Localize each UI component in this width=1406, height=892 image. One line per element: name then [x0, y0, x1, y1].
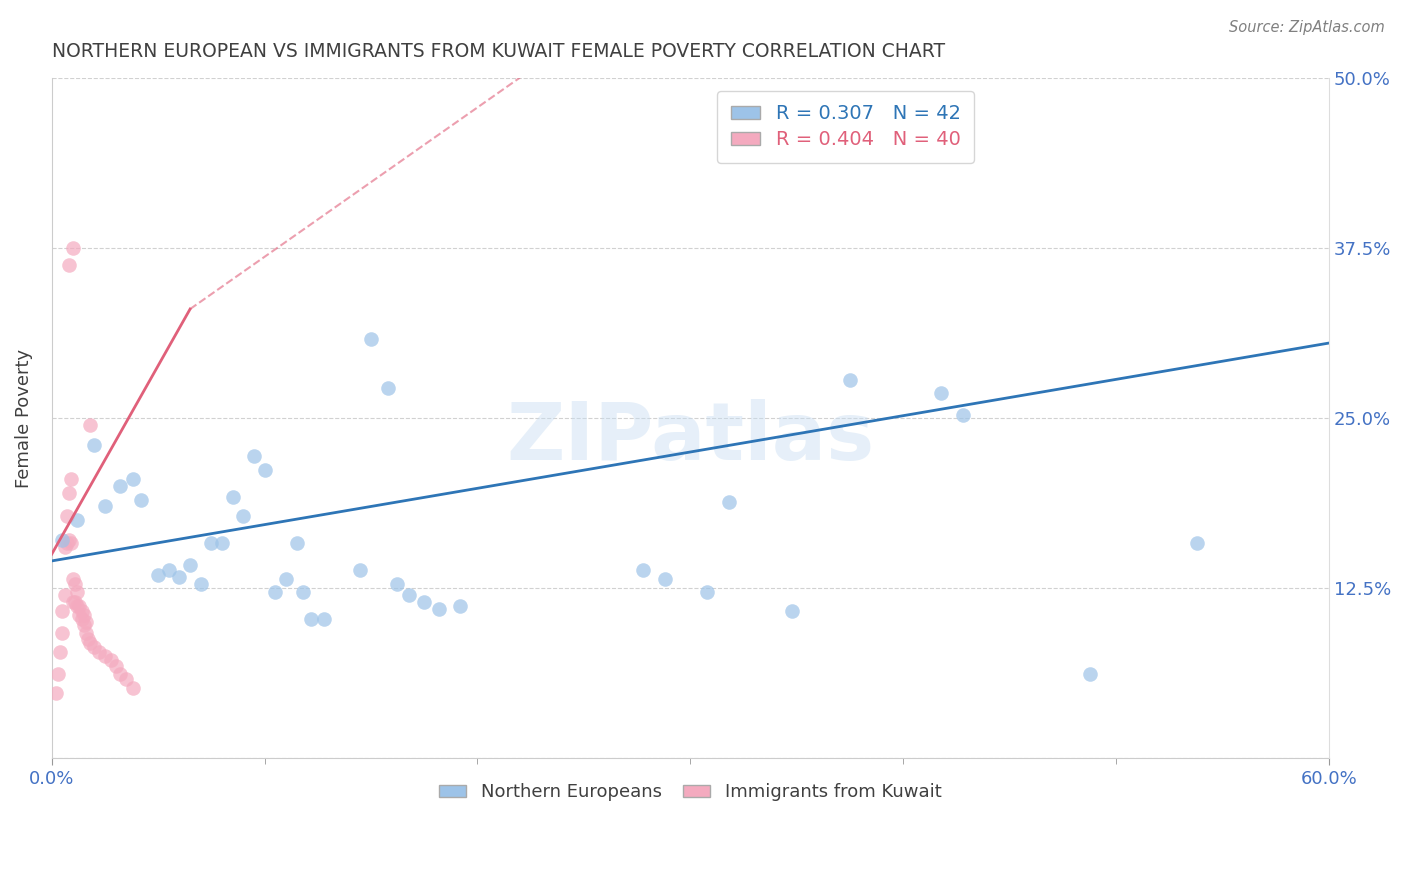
Point — [169, 570, 191, 584]
Point — [952, 409, 974, 423]
Point — [115, 673, 138, 687]
Point — [58, 259, 80, 273]
Point — [108, 667, 131, 681]
Point — [1185, 536, 1208, 550]
Point — [53, 588, 76, 602]
Point — [49, 645, 72, 659]
Point — [427, 601, 450, 615]
Point — [66, 585, 89, 599]
Point — [77, 632, 100, 646]
Point — [200, 536, 222, 550]
Point — [51, 626, 73, 640]
Point — [274, 572, 297, 586]
Point — [782, 604, 804, 618]
Point — [838, 373, 860, 387]
Point — [413, 595, 436, 609]
Point — [79, 417, 101, 432]
Point — [58, 533, 80, 548]
Point — [70, 612, 93, 626]
Point — [63, 595, 86, 609]
Point — [67, 608, 90, 623]
Point — [67, 599, 90, 613]
Point — [291, 585, 314, 599]
Point — [129, 492, 152, 507]
Point — [46, 667, 69, 681]
Point — [385, 577, 408, 591]
Point — [211, 536, 233, 550]
Point — [51, 604, 73, 618]
Legend: Northern Europeans, Immigrants from Kuwait: Northern Europeans, Immigrants from Kuwa… — [426, 771, 955, 814]
Point — [243, 449, 266, 463]
Point — [253, 463, 276, 477]
Point — [73, 608, 96, 623]
Point — [931, 386, 953, 401]
Point — [104, 658, 127, 673]
Point — [62, 241, 84, 255]
Point — [66, 599, 89, 613]
Point — [55, 536, 77, 550]
Point — [94, 649, 117, 664]
Point — [121, 472, 143, 486]
Point — [449, 599, 471, 613]
Point — [51, 533, 73, 548]
Text: Source: ZipAtlas.com: Source: ZipAtlas.com — [1229, 20, 1385, 35]
Point — [349, 564, 371, 578]
Point — [121, 681, 143, 695]
Point — [377, 381, 399, 395]
Point — [73, 618, 96, 632]
Point — [696, 585, 718, 599]
Point — [83, 438, 105, 452]
Point — [94, 500, 117, 514]
Point — [87, 645, 110, 659]
Point — [75, 615, 97, 630]
Point — [83, 640, 105, 654]
Point — [55, 508, 77, 523]
Point — [100, 653, 122, 667]
Point — [62, 595, 84, 609]
Point — [314, 612, 336, 626]
Point — [1080, 667, 1102, 681]
Text: NORTHERN EUROPEAN VS IMMIGRANTS FROM KUWAIT FEMALE POVERTY CORRELATION CHART: NORTHERN EUROPEAN VS IMMIGRANTS FROM KUW… — [52, 42, 945, 61]
Point — [633, 564, 655, 578]
Point — [179, 558, 201, 572]
Point — [62, 572, 84, 586]
Text: ZIPatlas: ZIPatlas — [506, 400, 875, 477]
Point — [53, 541, 76, 555]
Point — [264, 585, 287, 599]
Point — [717, 495, 740, 509]
Point — [221, 490, 243, 504]
Point — [299, 612, 322, 626]
Point — [285, 536, 308, 550]
Point — [108, 479, 131, 493]
Point — [59, 536, 82, 550]
Point — [79, 635, 101, 649]
Y-axis label: Female Poverty: Female Poverty — [15, 349, 32, 488]
Point — [146, 567, 169, 582]
Point — [75, 626, 97, 640]
Point — [70, 604, 93, 618]
Point — [654, 572, 676, 586]
Point — [190, 577, 212, 591]
Point — [63, 577, 86, 591]
Point — [157, 564, 180, 578]
Point — [58, 486, 80, 500]
Point — [232, 508, 254, 523]
Point — [66, 513, 89, 527]
Point — [360, 332, 382, 346]
Point — [59, 472, 82, 486]
Point — [398, 588, 420, 602]
Point — [45, 686, 67, 700]
